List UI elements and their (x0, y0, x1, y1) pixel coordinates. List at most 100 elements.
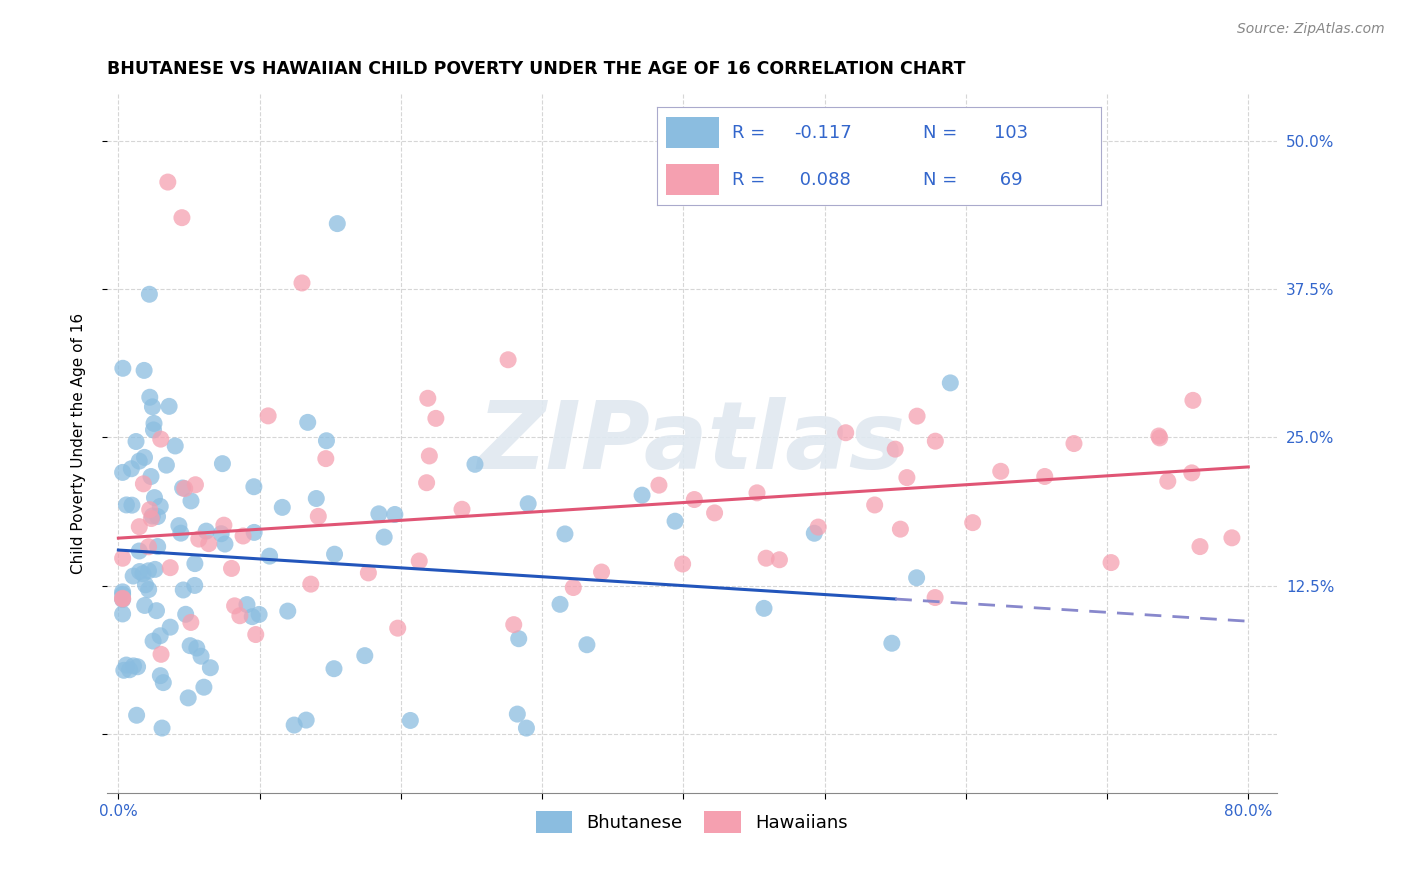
Point (224, 599, 246, 613)
Point (803, 526, 825, 541)
Point (165, 439, 187, 453)
Point (128, 454, 150, 468)
Point (152, 675, 174, 690)
Point (167, 518, 190, 533)
Point (416, 391, 439, 405)
Point (277, 604, 299, 618)
Point (142, 634, 165, 648)
Point (149, 432, 172, 446)
Legend: Bhutanese, Hawaiians: Bhutanese, Hawaiians (536, 812, 848, 833)
Point (247, 607, 270, 622)
Point (111, 607, 134, 621)
Point (315, 451, 337, 466)
Point (323, 547, 346, 561)
Point (159, 560, 181, 574)
Point (141, 509, 163, 524)
Point (209, 526, 232, 541)
Point (157, 400, 180, 414)
Point (745, 486, 768, 500)
Point (367, 507, 389, 521)
Point (896, 470, 918, 484)
Point (172, 481, 194, 495)
Point (807, 520, 830, 534)
Point (179, 639, 201, 653)
Point (1220, 531, 1243, 545)
Point (245, 627, 267, 641)
Point (149, 500, 172, 514)
Point (134, 599, 156, 613)
Point (138, 540, 160, 554)
Point (111, 585, 134, 599)
Point (575, 638, 598, 652)
Point (197, 536, 219, 550)
Point (295, 713, 318, 727)
Point (132, 476, 155, 491)
Point (1181, 393, 1204, 408)
Point (229, 608, 252, 623)
Point (180, 494, 202, 508)
Point (703, 506, 725, 520)
Point (155, 458, 177, 472)
Point (631, 488, 654, 502)
Point (115, 658, 138, 673)
Point (425, 411, 447, 425)
Point (183, 578, 205, 592)
Point (132, 566, 155, 581)
Point (174, 607, 197, 622)
Point (591, 565, 613, 579)
Point (768, 553, 790, 567)
Point (1157, 474, 1180, 488)
Point (141, 511, 163, 525)
Point (121, 498, 143, 512)
Text: Source: ZipAtlas.com: Source: ZipAtlas.com (1237, 22, 1385, 37)
Point (924, 434, 946, 449)
Point (141, 400, 163, 414)
Point (236, 598, 259, 612)
Point (186, 641, 208, 656)
Text: ZIPatlas: ZIPatlas (478, 397, 905, 489)
Point (752, 601, 775, 615)
Point (664, 514, 686, 528)
Point (111, 591, 134, 606)
Point (357, 566, 380, 580)
Point (149, 668, 172, 682)
Point (1188, 540, 1211, 554)
Point (111, 592, 134, 607)
Point (880, 636, 903, 650)
Point (120, 461, 142, 475)
Point (323, 662, 346, 676)
Point (1149, 431, 1171, 445)
Point (508, 632, 530, 646)
Point (240, 609, 263, 624)
Point (190, 649, 212, 664)
Point (305, 491, 328, 506)
Point (177, 690, 200, 705)
Point (924, 591, 946, 605)
Point (232, 529, 254, 543)
Point (835, 425, 858, 440)
Point (118, 663, 141, 677)
Point (180, 615, 202, 630)
Point (170, 211, 193, 225)
Point (451, 502, 474, 516)
Point (132, 363, 155, 377)
Point (150, 721, 173, 735)
Point (128, 519, 150, 533)
Point (648, 478, 671, 492)
Point (353, 648, 375, 663)
Point (548, 597, 571, 611)
Point (156, 175, 179, 189)
Point (187, 532, 209, 546)
Point (297, 416, 319, 430)
Point (415, 475, 437, 490)
Point (905, 409, 928, 424)
Point (111, 361, 134, 376)
Point (142, 423, 165, 437)
Point (889, 522, 911, 536)
Point (138, 502, 160, 516)
Point (515, 721, 537, 735)
Point (271, 500, 294, 515)
Point (150, 648, 173, 662)
Point (143, 417, 166, 431)
Point (211, 457, 233, 471)
